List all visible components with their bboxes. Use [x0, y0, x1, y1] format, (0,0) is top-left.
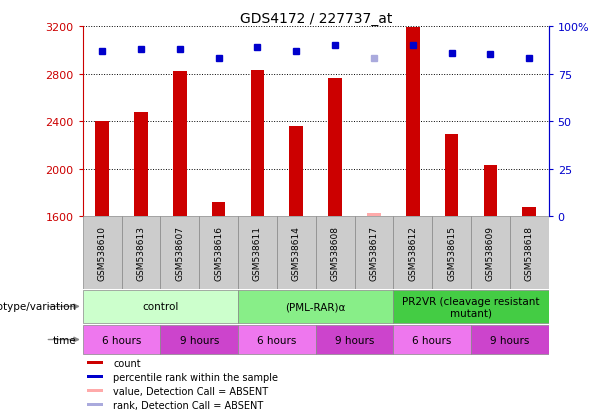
Bar	[83, 325, 161, 354]
Bar	[212, 202, 226, 217]
Bar	[83, 290, 238, 323]
Bar	[161, 325, 238, 354]
Bar	[316, 217, 354, 289]
Text: genotype/variation: genotype/variation	[0, 301, 77, 312]
Bar	[238, 217, 277, 289]
Bar	[88, 403, 103, 406]
Title: GDS4172 / 227737_at: GDS4172 / 227737_at	[240, 12, 392, 26]
Bar	[88, 389, 103, 392]
Bar	[96, 122, 109, 217]
Bar	[394, 290, 549, 323]
Bar	[484, 166, 497, 217]
Bar	[522, 207, 536, 217]
Bar	[510, 217, 549, 289]
Bar	[394, 325, 471, 354]
Text: GSM538612: GSM538612	[408, 225, 417, 280]
Text: GSM538616: GSM538616	[214, 225, 223, 280]
Text: GSM538617: GSM538617	[370, 225, 378, 280]
Text: (PML-RAR)α: (PML-RAR)α	[286, 301, 346, 312]
Bar	[88, 361, 103, 364]
Bar	[251, 71, 264, 217]
Text: PR2VR (cleavage resistant
mutant): PR2VR (cleavage resistant mutant)	[402, 296, 539, 318]
Text: 6 hours: 6 hours	[102, 335, 141, 345]
Text: 9 hours: 9 hours	[335, 335, 374, 345]
Bar	[238, 290, 394, 323]
Text: GSM538611: GSM538611	[253, 225, 262, 280]
Bar	[88, 375, 103, 378]
Bar	[199, 217, 238, 289]
Text: GSM538607: GSM538607	[175, 225, 185, 280]
Text: control: control	[142, 301, 178, 312]
Bar	[238, 325, 316, 354]
Bar	[316, 325, 394, 354]
Bar	[406, 28, 419, 217]
Bar	[83, 217, 121, 289]
Bar	[471, 325, 549, 354]
Text: GSM538609: GSM538609	[486, 225, 495, 280]
Bar	[471, 217, 510, 289]
Bar	[354, 217, 394, 289]
Bar	[394, 217, 432, 289]
Text: GSM538615: GSM538615	[447, 225, 456, 280]
Bar	[367, 213, 381, 217]
Text: 6 hours: 6 hours	[257, 335, 297, 345]
Bar	[161, 217, 199, 289]
Bar	[134, 112, 148, 217]
Text: GSM538618: GSM538618	[525, 225, 534, 280]
Text: GSM538613: GSM538613	[137, 225, 145, 280]
Bar	[289, 126, 303, 217]
Text: 6 hours: 6 hours	[413, 335, 452, 345]
Text: percentile rank within the sample: percentile rank within the sample	[113, 372, 278, 382]
Text: 9 hours: 9 hours	[490, 335, 530, 345]
Text: value, Detection Call = ABSENT: value, Detection Call = ABSENT	[113, 386, 268, 396]
Text: rank, Detection Call = ABSENT: rank, Detection Call = ABSENT	[113, 400, 264, 410]
Bar	[121, 217, 161, 289]
Text: GSM538610: GSM538610	[97, 225, 107, 280]
Text: GSM538614: GSM538614	[292, 225, 301, 280]
Text: count: count	[113, 358, 140, 368]
Bar	[432, 217, 471, 289]
Text: 9 hours: 9 hours	[180, 335, 219, 345]
Bar	[329, 79, 342, 217]
Bar	[277, 217, 316, 289]
Bar	[445, 135, 459, 217]
Text: GSM538608: GSM538608	[330, 225, 340, 280]
Bar	[173, 72, 186, 217]
Text: time: time	[53, 335, 77, 345]
